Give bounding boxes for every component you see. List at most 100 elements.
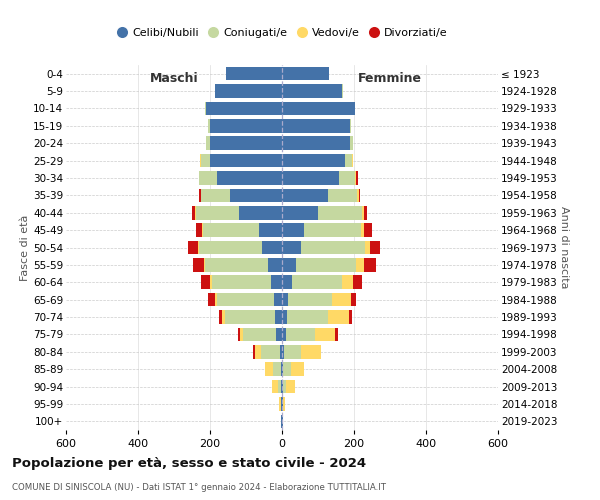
Bar xyxy=(283,362,290,376)
Bar xyxy=(281,414,282,428)
Bar xyxy=(201,188,230,202)
Bar xyxy=(206,102,282,115)
Bar xyxy=(282,276,292,289)
Bar xyxy=(188,240,199,254)
Bar xyxy=(199,171,217,185)
Bar xyxy=(281,362,282,376)
Bar xyxy=(281,397,282,410)
Bar xyxy=(206,136,210,150)
Bar xyxy=(282,258,296,272)
Bar xyxy=(280,345,282,358)
Bar xyxy=(203,224,259,237)
Bar xyxy=(286,380,295,394)
Bar xyxy=(332,293,351,306)
Bar xyxy=(351,293,356,306)
Bar xyxy=(281,380,282,394)
Bar xyxy=(342,276,353,289)
Bar xyxy=(318,206,362,220)
Bar xyxy=(328,188,357,202)
Bar xyxy=(203,258,205,272)
Bar xyxy=(191,206,195,220)
Bar xyxy=(253,345,254,358)
Bar xyxy=(222,310,225,324)
Legend: Celibi/Nubili, Coniugati/e, Vedovi/e, Divorziati/e: Celibi/Nubili, Coniugati/e, Vedovi/e, Di… xyxy=(112,23,452,43)
Bar xyxy=(217,293,274,306)
Bar xyxy=(210,276,212,289)
Bar xyxy=(282,362,283,376)
Bar xyxy=(272,362,281,376)
Bar xyxy=(284,345,301,358)
Bar xyxy=(282,293,289,306)
Bar xyxy=(276,328,282,341)
Bar xyxy=(205,258,268,272)
Bar xyxy=(335,328,338,341)
Bar xyxy=(282,119,350,132)
Bar xyxy=(199,188,201,202)
Bar xyxy=(274,293,282,306)
Bar xyxy=(265,362,272,376)
Bar xyxy=(275,310,282,324)
Text: Popolazione per età, sesso e stato civile - 2024: Popolazione per età, sesso e stato civil… xyxy=(12,458,366,470)
Bar xyxy=(286,328,315,341)
Bar xyxy=(201,276,210,289)
Bar xyxy=(357,188,359,202)
Bar xyxy=(364,258,376,272)
Bar xyxy=(217,171,282,185)
Bar xyxy=(279,397,281,410)
Bar xyxy=(215,84,282,98)
Bar xyxy=(205,102,206,115)
Bar xyxy=(328,310,349,324)
Bar xyxy=(272,380,278,394)
Bar xyxy=(282,328,286,341)
Bar xyxy=(370,240,380,254)
Bar xyxy=(365,240,370,254)
Text: Maschi: Maschi xyxy=(149,72,199,86)
Bar xyxy=(362,206,364,220)
Bar xyxy=(262,240,282,254)
Bar xyxy=(201,154,210,168)
Bar xyxy=(225,310,275,324)
Bar xyxy=(301,240,365,254)
Bar xyxy=(271,276,282,289)
Bar xyxy=(210,119,282,132)
Bar xyxy=(345,154,352,168)
Bar xyxy=(339,171,355,185)
Bar xyxy=(282,240,301,254)
Bar xyxy=(292,276,342,289)
Bar xyxy=(282,84,343,98)
Bar xyxy=(282,102,355,115)
Bar xyxy=(283,380,286,394)
Bar xyxy=(296,258,356,272)
Bar xyxy=(268,258,282,272)
Bar xyxy=(349,310,352,324)
Y-axis label: Anni di nascita: Anni di nascita xyxy=(559,206,569,289)
Bar xyxy=(352,154,353,168)
Bar xyxy=(304,224,361,237)
Bar xyxy=(356,171,358,185)
Bar xyxy=(282,154,345,168)
Bar xyxy=(282,206,318,220)
Bar xyxy=(208,293,215,306)
Bar xyxy=(282,414,283,428)
Bar xyxy=(208,119,210,132)
Bar xyxy=(243,328,276,341)
Bar xyxy=(282,345,284,358)
Bar xyxy=(287,310,328,324)
Bar xyxy=(210,154,282,168)
Bar xyxy=(359,188,361,202)
Bar xyxy=(239,328,243,341)
Y-axis label: Fasce di età: Fasce di età xyxy=(20,214,30,280)
Text: COMUNE DI SINISCOLA (NU) - Dati ISTAT 1° gennaio 2024 - Elaborazione TUTTITALIA.: COMUNE DI SINISCOLA (NU) - Dati ISTAT 1°… xyxy=(12,484,386,492)
Bar xyxy=(355,171,356,185)
Bar xyxy=(282,188,328,202)
Bar xyxy=(361,224,364,237)
Bar xyxy=(282,224,304,237)
Bar xyxy=(350,119,351,132)
Text: Femmine: Femmine xyxy=(358,72,422,86)
Bar xyxy=(282,380,283,394)
Bar xyxy=(282,67,329,80)
Bar xyxy=(350,136,353,150)
Bar xyxy=(282,136,350,150)
Bar xyxy=(200,154,201,168)
Bar xyxy=(202,224,203,237)
